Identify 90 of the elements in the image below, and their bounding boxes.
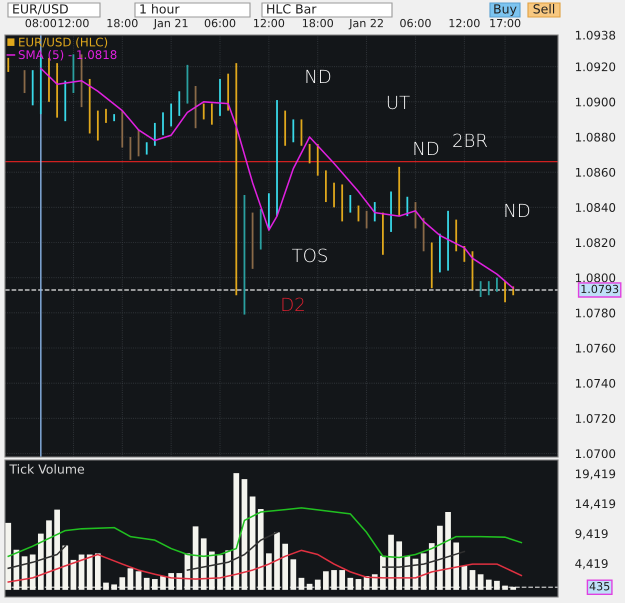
annotation: TOS [292, 248, 327, 262]
x-tick-label: 18:00 [107, 18, 138, 28]
y-tick-label: 1.0700 [576, 449, 616, 458]
bar [306, 584, 312, 590]
y-tick-label: 1.0900 [576, 98, 616, 106]
y-tick-label: 1.0780 [576, 308, 616, 318]
bar [242, 479, 248, 590]
bar [274, 532, 280, 590]
chart-title: Tick Volume [9, 464, 84, 474]
bar [54, 510, 60, 590]
bar [86, 554, 93, 590]
bar [331, 570, 337, 590]
ref-line-label: 1.0793 [581, 284, 618, 294]
y-tick-label: 1.0880 [576, 132, 616, 142]
bar [250, 496, 256, 590]
y-tick-label: 9,419 [575, 529, 608, 540]
y-tick-label: 1.0840 [576, 203, 616, 212]
x-tick-label: Jan 21 [153, 18, 188, 30]
y-tick-label: 1.0920 [576, 62, 616, 72]
bar [388, 534, 394, 590]
annotation: D2 [282, 298, 304, 311]
y-tick-label: 19,419 [576, 469, 616, 480]
bar [461, 566, 468, 590]
bar [347, 578, 354, 590]
bar [437, 526, 443, 590]
y-tick-label: 1.0740 [576, 378, 616, 388]
annotation: UT [388, 96, 410, 110]
bar [152, 579, 158, 590]
bar [46, 520, 52, 590]
x-tick-label: 12:00 [450, 18, 480, 28]
annotation: ND [306, 70, 330, 83]
y-tick-label: 1.0860 [576, 168, 616, 177]
bar [323, 571, 329, 590]
x-tick-label: 06:00 [204, 18, 236, 28]
bar [510, 586, 516, 590]
bar [478, 574, 484, 590]
x-tick-label: Jan 22 [348, 18, 383, 30]
bar [453, 542, 460, 590]
bar [5, 522, 12, 590]
bar [339, 570, 346, 590]
bar [470, 570, 476, 590]
annotation: 2BR [453, 134, 487, 147]
bar [217, 555, 223, 590]
bar [22, 556, 28, 590]
x-tick-label: 12:00 [58, 18, 89, 28]
text: Buy [494, 4, 517, 16]
bar [486, 580, 492, 590]
bar [70, 560, 76, 590]
bar [62, 546, 68, 590]
bar [282, 544, 288, 590]
text: EUR/USD [13, 4, 68, 15]
bar [94, 553, 101, 590]
x-tick-label: 06:00 [400, 18, 431, 28]
bar [128, 568, 134, 590]
annotation: ND [505, 204, 530, 217]
bar [192, 526, 198, 590]
bar [103, 582, 109, 590]
bar [298, 578, 304, 590]
bar [119, 577, 126, 590]
bar [314, 580, 321, 590]
bar [136, 571, 142, 590]
text: 1 hour [140, 4, 180, 14]
bar [233, 473, 240, 590]
y-tick-label: 1.0720 [576, 414, 616, 423]
bar [356, 579, 362, 590]
bar [412, 558, 418, 590]
bar [494, 580, 500, 590]
bar [266, 553, 272, 590]
bar [78, 554, 84, 590]
x-tick-label: 17:00 [490, 18, 520, 28]
y-tick-label: 1.0800 [576, 273, 616, 282]
bar [502, 586, 508, 590]
bar [258, 509, 264, 590]
x-tick-label: 12:00 [254, 18, 284, 28]
bar [290, 559, 296, 590]
text: HLC Bar [267, 4, 316, 14]
ref-line-label: 435 [590, 582, 610, 590]
y-tick-label: 1.0820 [576, 238, 616, 248]
y-tick-label: 14,419 [576, 499, 616, 510]
x-tick-label: 18:00 [302, 18, 334, 28]
y-tick-label: 1.0760 [576, 344, 616, 353]
bar [111, 584, 117, 590]
x-tick-label: 08:00 [26, 18, 56, 28]
annotation: ND [414, 142, 438, 155]
y-tick-label: 4,419 [575, 559, 608, 570]
bar [144, 578, 150, 590]
bar [160, 576, 166, 590]
bar [445, 512, 451, 590]
y-tick-label: 1.0938 [576, 30, 616, 40]
text: Sell [534, 4, 554, 14]
